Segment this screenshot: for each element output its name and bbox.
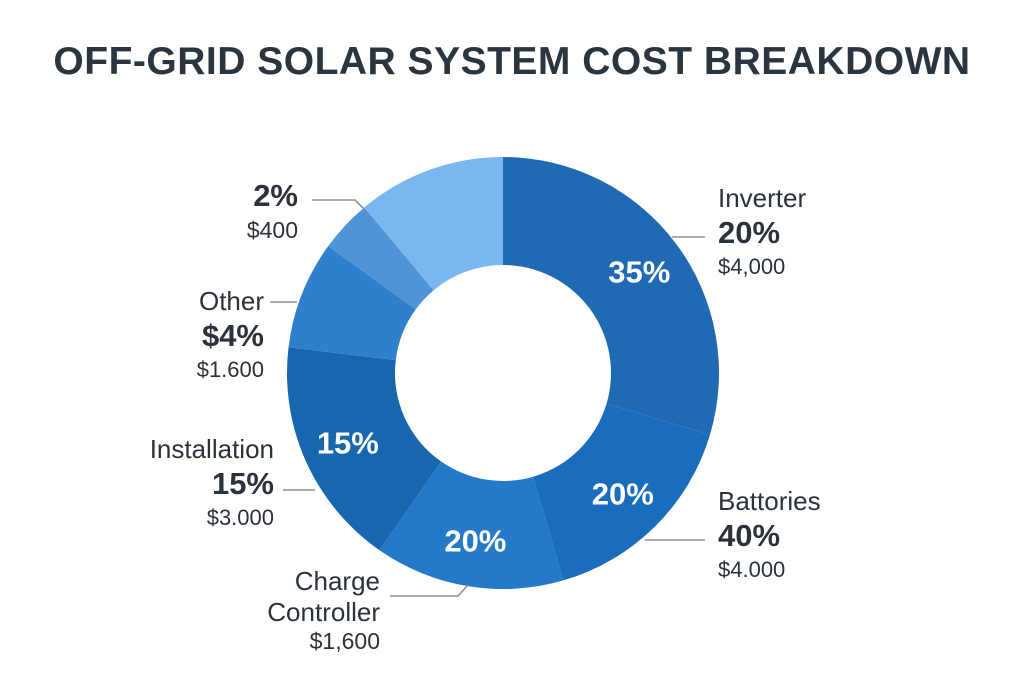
callout-percent: 2% — [253, 178, 298, 213]
callout-installation: Installation 15% $3.000 — [80, 436, 274, 529]
callout-charge-controller: Charge Controller $1,600 — [240, 566, 380, 653]
donut-slice-3 — [287, 347, 442, 551]
donut-slice-0 — [503, 157, 719, 435]
callout-amount: $400 — [246, 217, 298, 243]
callout-batteries: Battories 40% $4.000 — [718, 488, 821, 581]
donut-slice-5 — [328, 207, 434, 310]
callout-name: Charge Controller — [267, 566, 380, 627]
leader-line-charge-controller — [390, 584, 469, 597]
callout-name: Installation — [149, 434, 274, 464]
callout-percent: 40% — [718, 518, 781, 553]
callout-inverter: Inverter 20% $4,000 — [718, 185, 806, 278]
callout-amount: $3.000 — [206, 505, 274, 530]
callout-amount: $1,600 — [309, 628, 380, 654]
donut-slice-6 — [364, 157, 503, 291]
slice-label-2: 20% — [444, 524, 506, 559]
leader-line-small — [312, 199, 366, 211]
callout-small: 2% $400 — [150, 180, 298, 242]
callout-name: Battories — [718, 486, 821, 516]
callout-name: Other — [198, 286, 264, 316]
callout-percent: $4% — [201, 318, 264, 353]
callout-other: Other $4% $1.600 — [120, 288, 264, 381]
donut-slice-4 — [288, 246, 416, 361]
slice-label-0: 35% — [608, 254, 670, 289]
callout-name: Inverter — [718, 183, 807, 213]
donut-slice-2 — [379, 461, 564, 590]
callout-percent: 15% — [211, 466, 274, 501]
callout-amount: $4,000 — [718, 254, 786, 279]
callout-amount: $4.000 — [718, 557, 786, 582]
chart-title: OFF-GRID SOLAR SYSTEM COST BREAKDOWN — [53, 40, 971, 83]
callout-percent: 20% — [718, 215, 781, 250]
callout-amount: $1.600 — [196, 357, 264, 382]
slice-label-1: 20% — [592, 477, 654, 512]
donut-slice-1 — [533, 403, 711, 581]
slice-label-3: 15% — [317, 425, 379, 460]
